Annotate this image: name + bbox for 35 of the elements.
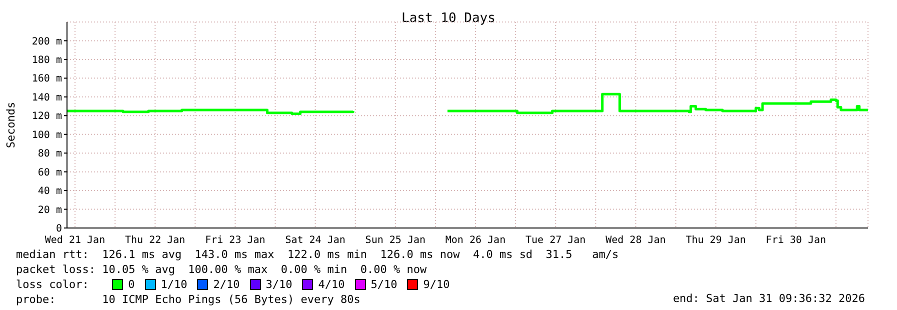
x-tick-label: Thu 29 Jan bbox=[686, 235, 746, 246]
legend-label: 0 bbox=[128, 277, 135, 292]
y-tick-label: 80 m bbox=[38, 148, 62, 160]
text: probe: 10 ICMP Echo Pings (56 Bytes) every 80s bbox=[16, 292, 362, 307]
x-tick-label: Tue 27 Jan bbox=[526, 235, 586, 246]
y-tick-label: 200 m bbox=[32, 36, 62, 48]
x-tick-label: Thu 22 Jan bbox=[125, 235, 186, 246]
y-tick-label: 140 m bbox=[32, 92, 62, 104]
x-tick-label: Mon 26 Jan bbox=[445, 235, 506, 246]
y-tick-label: 20 m bbox=[38, 204, 62, 216]
x-tick-label: Wed 21 Jan bbox=[44, 235, 106, 246]
legend-label: 5/10 bbox=[370, 277, 398, 292]
x-tick-label: Fri 23 Jan bbox=[205, 235, 266, 246]
y-tick-label: 180 m bbox=[32, 55, 62, 66]
x-tick-label: Fri 30 Jan bbox=[766, 235, 826, 246]
legend-title: loss color: bbox=[16, 277, 90, 292]
text: end: Sat Jan 31 09:36:32 2026 bbox=[672, 292, 865, 305]
y-tick-label: 40 m bbox=[38, 186, 62, 198]
y-tick-label: 100 m bbox=[32, 130, 62, 141]
chart-title: Last 10 Days bbox=[400, 11, 496, 26]
y-tick-label: 0 bbox=[56, 224, 62, 235]
y-tick-label: 120 m bbox=[32, 111, 62, 122]
legend-label: 2/10 bbox=[213, 277, 240, 292]
legend-label: 3/10 bbox=[266, 277, 292, 292]
x-tick-label: Sat 24 Jan bbox=[285, 235, 346, 246]
text: median rtt: 126.1 ms avg 143.0 ms max 122.0 ms min 126.0 ms now 4.0 ms sd 31.5 am/s bbox=[16, 247, 619, 262]
legend-label: 9/10 bbox=[423, 277, 450, 292]
x-tick-label: Sun 25 Jan bbox=[365, 235, 426, 246]
y-tick-label: 60 m bbox=[38, 167, 62, 178]
y-axis-title: Seconds bbox=[4, 102, 18, 148]
y-tick-label: 160 m bbox=[32, 74, 62, 85]
legend-label: 1/10 bbox=[160, 277, 188, 292]
x-tick-label: Wed 28 Jan bbox=[606, 235, 666, 246]
text: packet loss: 10.05 % avg 100.00 % max 0.00 % min 0.00 % now bbox=[16, 262, 428, 277]
legend-label: 4/10 bbox=[318, 277, 345, 292]
